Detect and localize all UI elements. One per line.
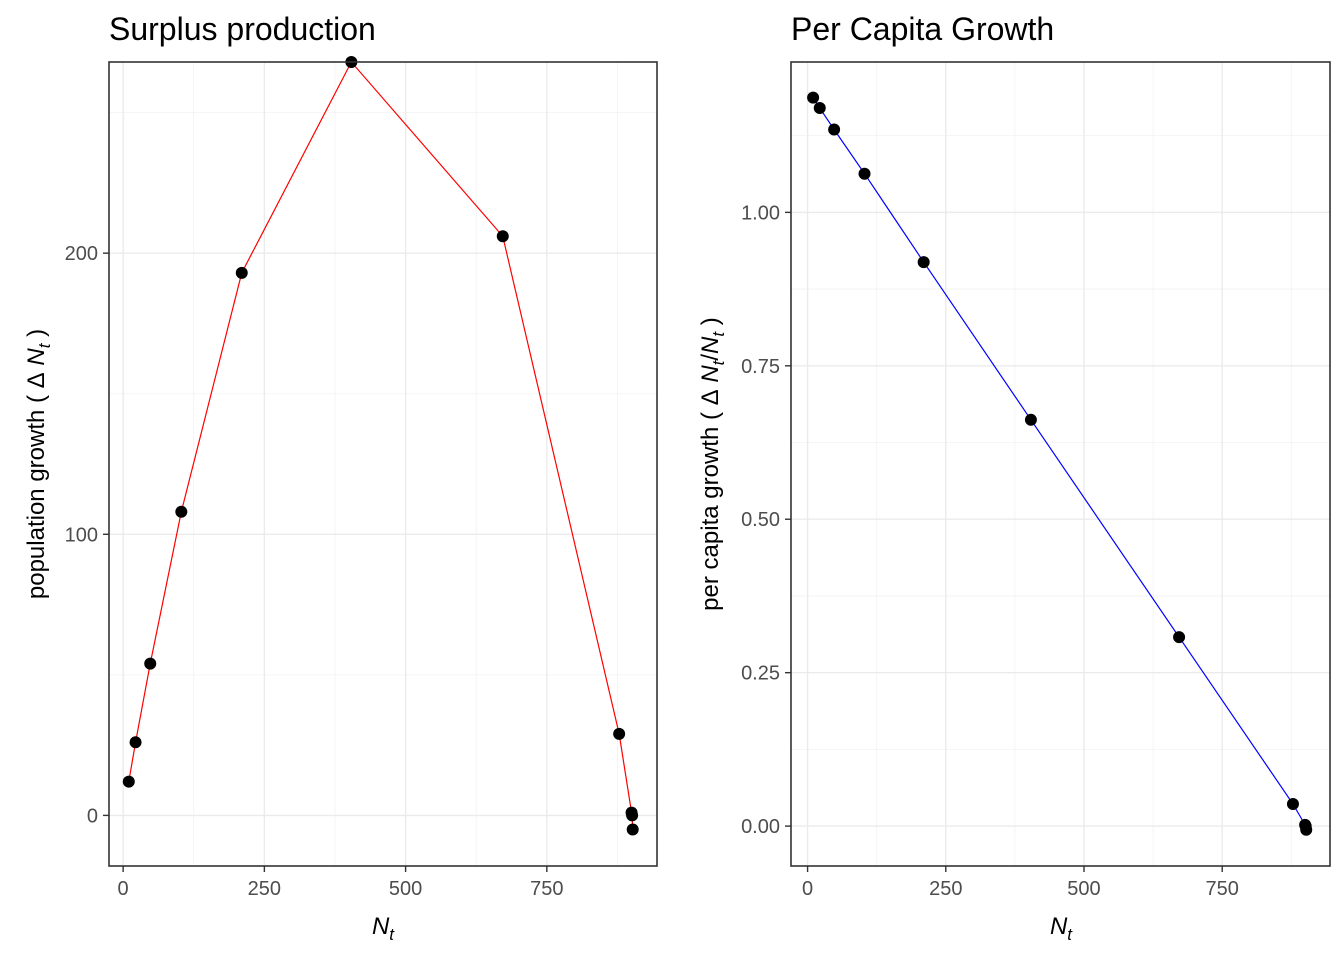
x-tick-label: 750 xyxy=(530,878,563,900)
data-point xyxy=(235,266,248,279)
y-tick-label: 0.00 xyxy=(741,816,780,838)
x-axis-label-main: N xyxy=(372,913,390,940)
data-point xyxy=(626,823,639,836)
data-point xyxy=(828,123,841,136)
panel-border xyxy=(108,61,658,867)
y-tick-label: 0.50 xyxy=(741,509,780,531)
y-tick-label: 1.00 xyxy=(741,202,780,224)
data-point xyxy=(613,727,626,740)
data-point xyxy=(129,736,142,749)
y-axis-label-main2: N xyxy=(697,336,724,354)
y-axis-label-sub2: t xyxy=(709,331,728,337)
x-axis-label: Nt xyxy=(1050,913,1073,944)
y-axis-label-main: N xyxy=(23,348,50,373)
data-point xyxy=(858,167,871,180)
y-axis-label-suffix: ) xyxy=(23,329,50,344)
plot-background xyxy=(109,62,657,866)
y-tick-label: 0.25 xyxy=(741,663,780,685)
y-axis-label-prefix: population growth ( xyxy=(23,388,50,599)
y-axis-label: per capita growth ( Δ Nt/Nt ) xyxy=(697,317,728,611)
x-tick-label: 0 xyxy=(802,878,813,900)
y-axis-label: population growth ( Δ Nt ) xyxy=(23,329,54,599)
data-point xyxy=(175,505,188,518)
data-point xyxy=(1300,823,1313,836)
chart-title: Per Capita Growth xyxy=(791,11,1054,47)
x-tick-label: 250 xyxy=(248,878,281,900)
x-axis-label-sub: t xyxy=(389,925,395,944)
data-point xyxy=(917,256,930,269)
x-axis-label-sub: t xyxy=(1067,925,1073,944)
data-point xyxy=(1173,631,1186,644)
per-capita-growth-chart: 0 250 500 750 0.00 0.25 0.50 0.75 1.00 Per Capita… xyxy=(697,11,1331,944)
chart-title: Surplus production xyxy=(109,11,376,47)
data-point xyxy=(1286,798,1299,811)
x-axis-label-main: N xyxy=(1050,913,1068,940)
y-axis-label-slash: / xyxy=(697,354,724,361)
x-tick-label: 0 xyxy=(118,878,129,900)
y-axis-label-sub: t xyxy=(709,359,728,365)
y-tick-label: 200 xyxy=(65,243,98,265)
data-point xyxy=(1024,413,1037,426)
data-point xyxy=(496,230,509,243)
y-axis-label-delta: Δ xyxy=(697,389,724,405)
y-axis-label-sub: t xyxy=(35,342,54,348)
data-point xyxy=(807,91,820,104)
data-point xyxy=(144,657,157,670)
x-axis-label: Nt xyxy=(372,913,395,944)
y-axis-label-prefix: per capita growth ( xyxy=(697,405,724,610)
y-tick-label: 0 xyxy=(87,805,98,827)
data-point xyxy=(122,775,135,788)
x-tick-label: 750 xyxy=(1206,878,1239,900)
panel-border xyxy=(790,61,1331,867)
y-axis-label-main: N xyxy=(697,365,724,390)
y-axis-label-suffix: ) xyxy=(697,317,724,332)
y-tick-label: 0.75 xyxy=(741,356,780,378)
x-tick-label: 500 xyxy=(1067,878,1100,900)
y-axis-label-delta: Δ xyxy=(23,372,50,388)
x-tick-label: 250 xyxy=(929,878,962,900)
data-point xyxy=(626,809,639,822)
y-tick-label: 100 xyxy=(65,524,98,546)
x-tick-label: 500 xyxy=(389,878,422,900)
data-point xyxy=(813,102,826,115)
